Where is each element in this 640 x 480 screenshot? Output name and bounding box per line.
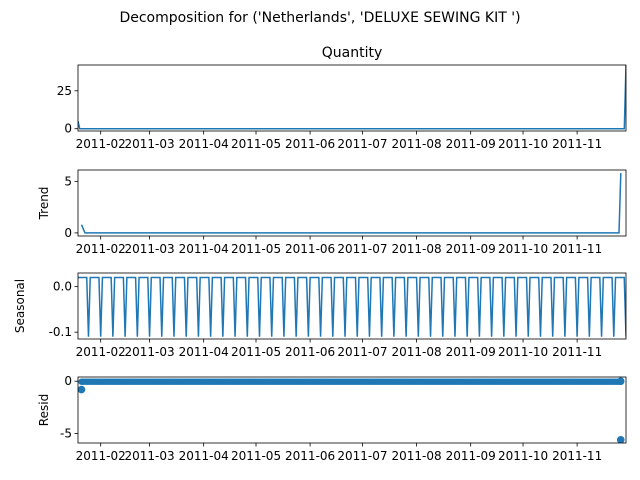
x-tick-label: 2011-11 <box>552 242 602 256</box>
series-line-1 <box>78 65 626 130</box>
x-tick-label: 2011-09 <box>446 345 496 359</box>
y-axis-label: Resid <box>37 394 51 426</box>
x-tick-label: 2011-03 <box>124 242 174 256</box>
x-tick-label: 2011-05 <box>231 137 281 151</box>
seasonal-line <box>78 276 626 337</box>
y-axis-label: Seasonal <box>13 279 27 333</box>
y-tick-label: -5 <box>60 427 72 441</box>
x-tick-label: 2011-03 <box>124 449 174 463</box>
x-tick-label: 2011-07 <box>337 449 387 463</box>
axes-frame <box>77 169 627 237</box>
x-tick-label: 2011-10 <box>498 137 548 151</box>
x-tick-label: 2011-03 <box>124 137 174 151</box>
x-tick-label: 2011-07 <box>337 242 387 256</box>
x-tick-label: 2011-07 <box>337 345 387 359</box>
x-tick-label: 2011-02 <box>76 137 126 151</box>
axes-frame <box>77 272 627 340</box>
x-tick-label: 2011-11 <box>552 345 602 359</box>
x-tick-label: 2011-06 <box>285 345 335 359</box>
x-tick-label: 2011-07 <box>337 137 387 151</box>
axes-frame <box>77 376 627 444</box>
x-tick-label: 2011-06 <box>285 449 335 463</box>
x-tick-label: 2011-04 <box>179 449 229 463</box>
resid-point <box>78 385 86 394</box>
x-tick-label: 2011-03 <box>124 345 174 359</box>
x-tick-label: 2011-08 <box>392 449 442 463</box>
y-axis-label: Trend <box>37 187 51 221</box>
y-tick-label: 5 <box>64 174 72 188</box>
series-line-1 <box>80 173 622 234</box>
subplot-title: Quantity <box>322 45 383 61</box>
x-tick-label: 2011-06 <box>285 242 335 256</box>
x-tick-label: 2011-10 <box>498 345 548 359</box>
x-tick-label: 2011-05 <box>231 242 281 256</box>
figure-suptitle: Decomposition for ('Netherlands', 'DELUX… <box>119 10 520 26</box>
y-tick-label: 0.0 <box>53 280 72 294</box>
x-tick-label: 2011-10 <box>498 242 548 256</box>
x-tick-label: 2011-02 <box>76 242 126 256</box>
x-tick-label: 2011-09 <box>446 449 496 463</box>
x-tick-label: 2011-09 <box>446 242 496 256</box>
x-tick-label: 2011-09 <box>446 137 496 151</box>
x-tick-label: 2011-11 <box>552 137 602 151</box>
y-tick-label: 0 <box>64 122 72 136</box>
x-tick-label: 2011-05 <box>231 345 281 359</box>
x-tick-label: 2011-08 <box>392 242 442 256</box>
plot-area <box>78 65 626 130</box>
x-tick-label: 2011-11 <box>552 449 602 463</box>
plot-area <box>78 377 625 443</box>
x-tick-label: 2011-06 <box>285 137 335 151</box>
x-tick-label: 2011-08 <box>392 345 442 359</box>
x-tick-label: 2011-02 <box>76 449 126 463</box>
y-tick-label: 25 <box>57 84 72 98</box>
axes-frame <box>77 64 627 132</box>
plot-area <box>80 173 622 234</box>
x-tick-label: 2011-04 <box>179 345 229 359</box>
y-tick-label: 0 <box>64 226 72 240</box>
x-tick-label: 2011-04 <box>179 137 229 151</box>
y-tick-label: 0 <box>64 374 72 388</box>
x-tick-label: 2011-05 <box>231 449 281 463</box>
resid-point <box>616 377 625 385</box>
x-tick-label: 2011-04 <box>179 242 229 256</box>
x-tick-label: 2011-10 <box>498 449 548 463</box>
x-tick-label: 2011-08 <box>392 137 442 151</box>
x-tick-label: 2011-02 <box>76 345 126 359</box>
plot-area <box>78 276 626 337</box>
y-tick-label: -0.1 <box>49 325 72 339</box>
resid-point <box>616 436 625 443</box>
